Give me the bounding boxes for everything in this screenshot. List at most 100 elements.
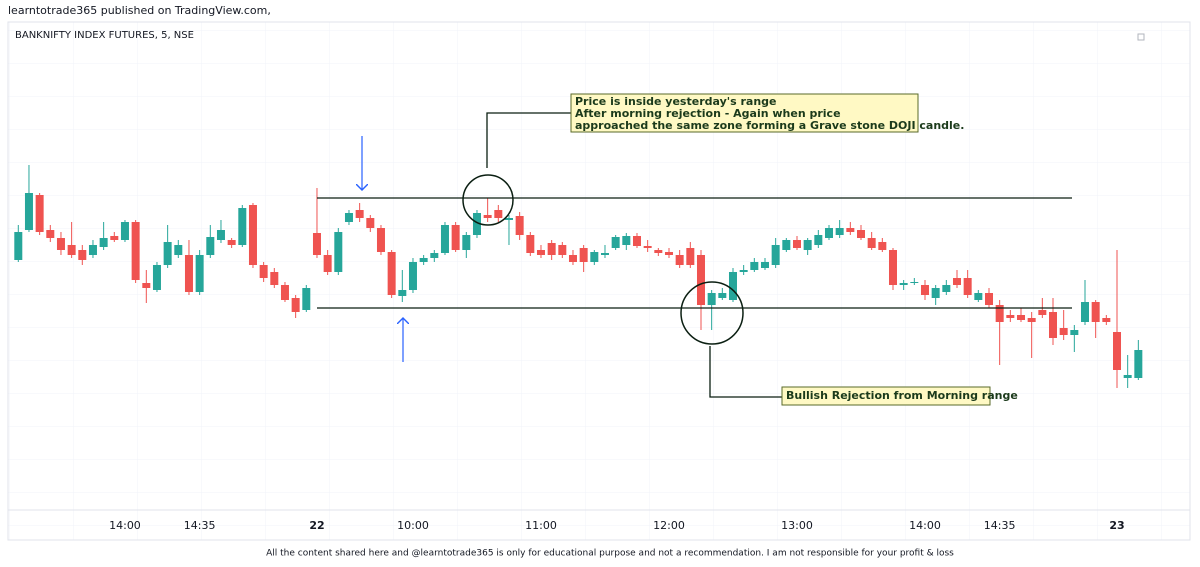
candle-body — [867, 238, 876, 248]
footer: All the content shared here and @learnto… — [266, 549, 954, 559]
callout-box — [570, 93, 919, 133]
candle-body — [1059, 328, 1068, 335]
annotation-text: After morning rejection - Again when pri… — [575, 107, 841, 120]
candle-body — [344, 213, 353, 222]
x-tick-label: 14:35 — [184, 519, 216, 532]
candle-body — [899, 283, 908, 285]
candle-body — [643, 246, 652, 248]
header: learntotrade365 published on TradingView… — [8, 4, 271, 17]
candle-body — [216, 230, 225, 240]
x-tick-label: 14:00 — [109, 519, 141, 532]
candle-body — [707, 293, 716, 305]
candle-body — [99, 238, 108, 247]
candle-body — [728, 272, 737, 300]
candle-body — [430, 253, 439, 258]
candle-body — [1102, 318, 1111, 322]
candle-body — [632, 236, 641, 246]
candle-body — [494, 210, 503, 218]
candle-body — [888, 250, 897, 285]
candle-body — [622, 236, 631, 245]
candle-body — [814, 235, 823, 245]
candle-body — [131, 222, 140, 280]
candle-body — [195, 255, 204, 292]
candle-body — [952, 278, 961, 285]
annotation-text: Price is inside yesterday's range — [575, 95, 777, 108]
x-tick-label: 14:00 — [909, 519, 941, 532]
icon — [1137, 33, 1145, 41]
candle-body — [910, 282, 919, 283]
candle-body — [526, 235, 535, 253]
candle-body — [1134, 350, 1143, 378]
candle-body — [483, 215, 492, 218]
x-tick-label: 12:00 — [653, 519, 685, 532]
candle-body — [600, 253, 609, 255]
candle-body — [238, 208, 247, 245]
candle-body — [1038, 310, 1047, 315]
candle-body — [974, 293, 983, 300]
candle-body — [920, 285, 929, 295]
candle-body — [558, 245, 567, 255]
candle-body — [163, 242, 172, 265]
candle-body — [568, 255, 577, 262]
candle-body — [291, 298, 300, 312]
candle-body — [184, 255, 193, 292]
callout-line — [709, 346, 782, 398]
candle-body — [942, 285, 951, 292]
candle-body — [1016, 315, 1025, 320]
candle-body — [398, 290, 407, 296]
candle-body — [536, 250, 545, 255]
candle-body — [824, 228, 833, 238]
candle-body — [1113, 332, 1122, 370]
candle-body — [963, 278, 972, 295]
candle-body — [472, 213, 481, 235]
candle-body — [547, 243, 556, 255]
candle-body — [451, 225, 460, 250]
candle-body — [270, 272, 279, 285]
circle — [680, 281, 744, 345]
callout-box — [781, 386, 991, 406]
x-tick-label: 11:00 — [525, 519, 557, 532]
candle-body — [323, 255, 332, 272]
candle-body — [440, 225, 449, 253]
candle-body — [1006, 315, 1015, 318]
candle-body — [1027, 318, 1036, 322]
candle-body — [771, 245, 780, 265]
candle-body — [1070, 330, 1079, 335]
candle-body — [1123, 375, 1132, 378]
x-tick-label: 14:35 — [984, 519, 1016, 532]
candle-body — [248, 205, 257, 265]
candle-body — [686, 248, 695, 265]
annotation-text: approached the same zone forming a Grave… — [575, 119, 964, 132]
candle-body — [760, 262, 769, 268]
annotations: Price is inside yesterday's range After … — [317, 93, 1072, 406]
candle-body — [355, 210, 364, 218]
candle-body — [280, 285, 289, 300]
candle-body — [120, 222, 129, 240]
candle-body — [984, 293, 993, 305]
candle-body — [334, 232, 343, 272]
x-tick-label: 10:00 — [397, 519, 429, 532]
candle-body — [259, 265, 268, 278]
candles — [14, 165, 1143, 388]
candle-body — [408, 262, 417, 290]
candle-body — [579, 248, 588, 262]
annotation-text: Bullish Rejection from Morning range — [786, 389, 1018, 402]
candle-body — [931, 288, 940, 298]
candle-body — [24, 193, 33, 230]
candle-body — [67, 245, 76, 255]
candle-body — [792, 240, 801, 248]
candle-body — [206, 237, 215, 255]
candle-body — [515, 216, 524, 235]
candle-body — [750, 262, 759, 270]
candle-body — [846, 228, 855, 232]
candle-body — [835, 228, 844, 235]
candle-body — [174, 245, 183, 255]
candle-body — [78, 250, 87, 260]
candle-body — [387, 252, 396, 295]
candle-body — [152, 265, 161, 290]
candle-body — [88, 245, 97, 255]
candle-body — [611, 237, 620, 248]
x-tick-label: 23 — [1109, 519, 1124, 532]
candle-body — [142, 283, 151, 288]
